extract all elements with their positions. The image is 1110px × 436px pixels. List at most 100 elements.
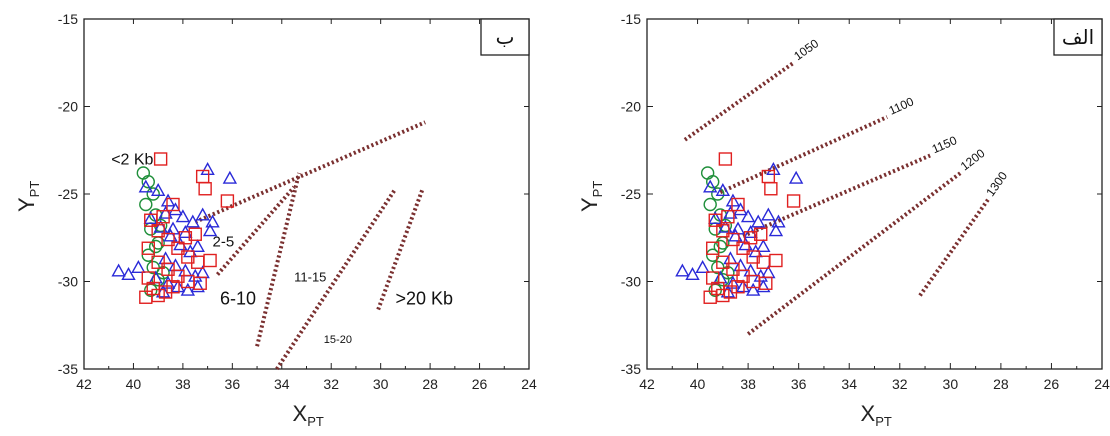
data-point-square	[716, 224, 730, 238]
data-point-circle	[711, 187, 725, 201]
data-point-square	[203, 253, 217, 268]
y-tick-label: -30	[621, 274, 641, 290]
chart-panel-1: 42 40 38 36 34 32 30 28 26 24-15-20-25-30-35XPTYP…	[14, 11, 537, 429]
y-axis-label: YPT	[14, 181, 42, 212]
data-point-triangle	[205, 214, 220, 228]
y-axis-label-main: Y	[577, 197, 602, 212]
isoline	[719, 115, 888, 195]
isoline-label: 1050	[791, 36, 821, 63]
data-point-square	[743, 231, 758, 245]
data-point-triangle	[771, 214, 786, 228]
plot-area-frame	[646, 18, 1103, 370]
chart-panel-2: 42 40 38 36 34 32 30 28 26 24-15-20-25-30-35XPTYP…	[577, 11, 1110, 429]
y-tick-label: -20	[58, 99, 78, 115]
data-point-circle	[141, 175, 155, 189]
data-point-square	[153, 152, 168, 166]
data-point-triangle	[751, 214, 766, 228]
plot-area-frame	[83, 18, 530, 370]
data-point-triangle	[723, 251, 738, 265]
data-point-square	[151, 255, 165, 269]
data-point-circle	[700, 166, 715, 180]
x-tick-label: 38	[740, 376, 756, 392]
isoline	[215, 185, 296, 276]
region-annotation: >20 Kb	[396, 288, 454, 308]
data-point-square	[786, 194, 801, 208]
y-tick-label: -25	[621, 186, 641, 202]
x-tick-label: 42	[76, 376, 92, 392]
data-point-square	[759, 276, 773, 290]
isoline	[194, 120, 426, 224]
data-point-square	[198, 182, 212, 196]
data-point-square	[706, 241, 720, 255]
data-point-square	[703, 290, 717, 304]
data-point-triangle	[756, 239, 771, 253]
y-tick-label: -25	[58, 186, 78, 202]
data-point-circle	[156, 266, 170, 280]
data-point-triangle	[200, 162, 215, 176]
data-point-triangle	[180, 282, 196, 296]
data-point-triangle	[160, 275, 176, 289]
x-axis-label: XPT	[293, 401, 324, 429]
data-point-circle	[713, 239, 728, 254]
data-point-circle	[721, 266, 735, 280]
x-tick-label: 34	[841, 376, 857, 392]
data-point-circle	[716, 273, 730, 287]
data-point-triangle	[150, 183, 166, 197]
data-point-triangle	[190, 239, 205, 253]
data-point-square	[726, 232, 740, 247]
x-tick-label: 30	[943, 376, 959, 392]
data-point-square	[171, 269, 185, 283]
data-point-square	[723, 285, 738, 299]
data-point-triangle	[121, 267, 136, 280]
isoline-label: 1300	[983, 169, 1010, 199]
data-point-square	[736, 241, 750, 255]
data-point-square	[736, 269, 750, 283]
data-point-triangle	[788, 170, 804, 184]
isoline	[918, 198, 990, 297]
data-point-triangle	[708, 211, 723, 225]
data-point-square	[769, 253, 783, 268]
data-point-square	[220, 194, 235, 208]
data-point-square	[764, 182, 778, 196]
region-annotation: 6-10	[220, 288, 256, 308]
data-point-square	[188, 227, 202, 241]
data-point-triangle	[725, 193, 741, 207]
data-point-square	[166, 280, 180, 294]
isoline	[683, 61, 795, 142]
data-point-triangle	[733, 258, 748, 272]
data-point-triangle	[715, 183, 731, 197]
data-point-triangle	[675, 263, 690, 277]
x-tick-label: 34	[274, 376, 290, 392]
data-point-circle	[703, 197, 717, 212]
isoline	[746, 171, 962, 336]
isoline	[255, 172, 302, 347]
region-annotation: 2-5	[213, 234, 235, 251]
data-point-square	[726, 262, 740, 276]
x-tick-label: 38	[175, 376, 191, 392]
data-point-square	[166, 197, 180, 212]
data-point-triangle	[695, 260, 710, 273]
data-point-square	[151, 224, 165, 238]
panel-label: ب	[496, 25, 515, 49]
panel-label-box	[1053, 18, 1103, 56]
x-axis-label: XPT	[861, 401, 892, 429]
data-point-circle	[148, 239, 163, 254]
data-point-square	[731, 197, 745, 212]
x-tick-label: 26	[472, 376, 488, 392]
x-tick-label: 30	[373, 376, 389, 392]
data-point-triangle	[175, 209, 191, 223]
data-point-triangle	[160, 193, 176, 207]
data-point-circle	[139, 197, 153, 212]
y-tick-label: -30	[58, 274, 78, 290]
data-point-triangle	[768, 223, 784, 237]
data-point-square	[178, 231, 193, 245]
data-point-triangle	[725, 275, 741, 289]
data-point-triangle	[766, 162, 781, 176]
x-axis-label-main: X	[293, 401, 308, 426]
isoline	[376, 188, 425, 311]
data-point-triangle	[195, 207, 210, 221]
x-tick-label: 42	[639, 376, 655, 392]
data-point-square	[754, 227, 768, 241]
data-point-square	[731, 280, 745, 294]
